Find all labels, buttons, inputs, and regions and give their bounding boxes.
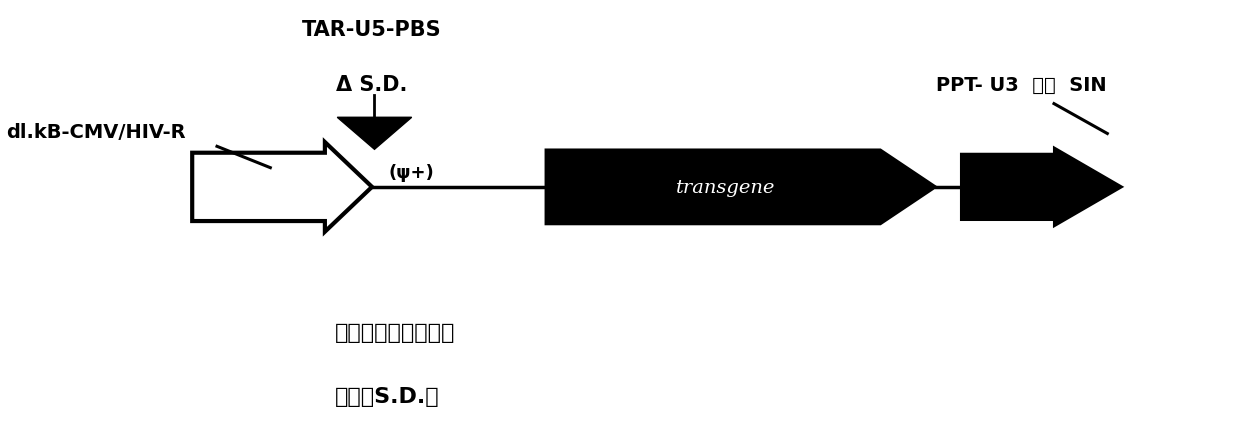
- Text: (ψ+): (ψ+): [388, 164, 434, 181]
- Polygon shape: [546, 150, 936, 225]
- Polygon shape: [961, 148, 1122, 227]
- Text: Δ S.D.: Δ S.D.: [336, 75, 408, 95]
- Text: PPT- U3  删除  SIN: PPT- U3 删除 SIN: [936, 76, 1107, 95]
- Polygon shape: [337, 118, 412, 150]
- Text: TAR-U5-PBS: TAR-U5-PBS: [303, 20, 441, 40]
- Text: 删除：主要剪接供体: 删除：主要剪接供体: [335, 322, 455, 342]
- Polygon shape: [192, 143, 372, 232]
- Text: 位点（S.D.）: 位点（S.D.）: [335, 386, 439, 406]
- Text: dl.kB-CMV/HIV-R: dl.kB-CMV/HIV-R: [6, 123, 186, 141]
- Text: transgene: transgene: [676, 178, 775, 196]
